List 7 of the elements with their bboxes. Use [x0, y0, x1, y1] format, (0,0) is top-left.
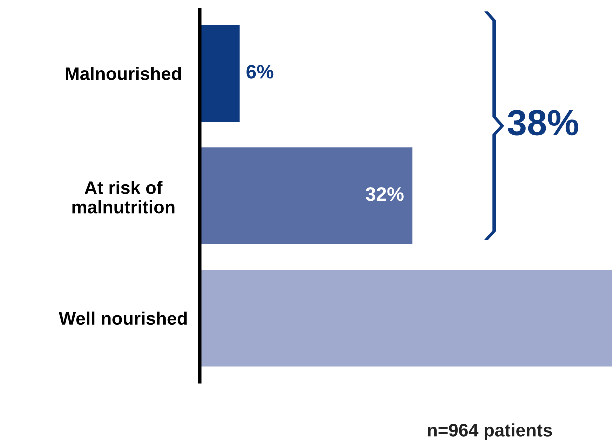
data-label: 32% [366, 187, 404, 202]
y-tick-label: Well nourished [59, 312, 187, 326]
data-label: 6% [246, 65, 274, 79]
text: n=964 patients [428, 424, 552, 440]
y-tick-label: At risk of malnutrition [72, 181, 175, 214]
y-tick-label: Malnourished [66, 67, 182, 80]
annotation: 38% [508, 110, 578, 136]
